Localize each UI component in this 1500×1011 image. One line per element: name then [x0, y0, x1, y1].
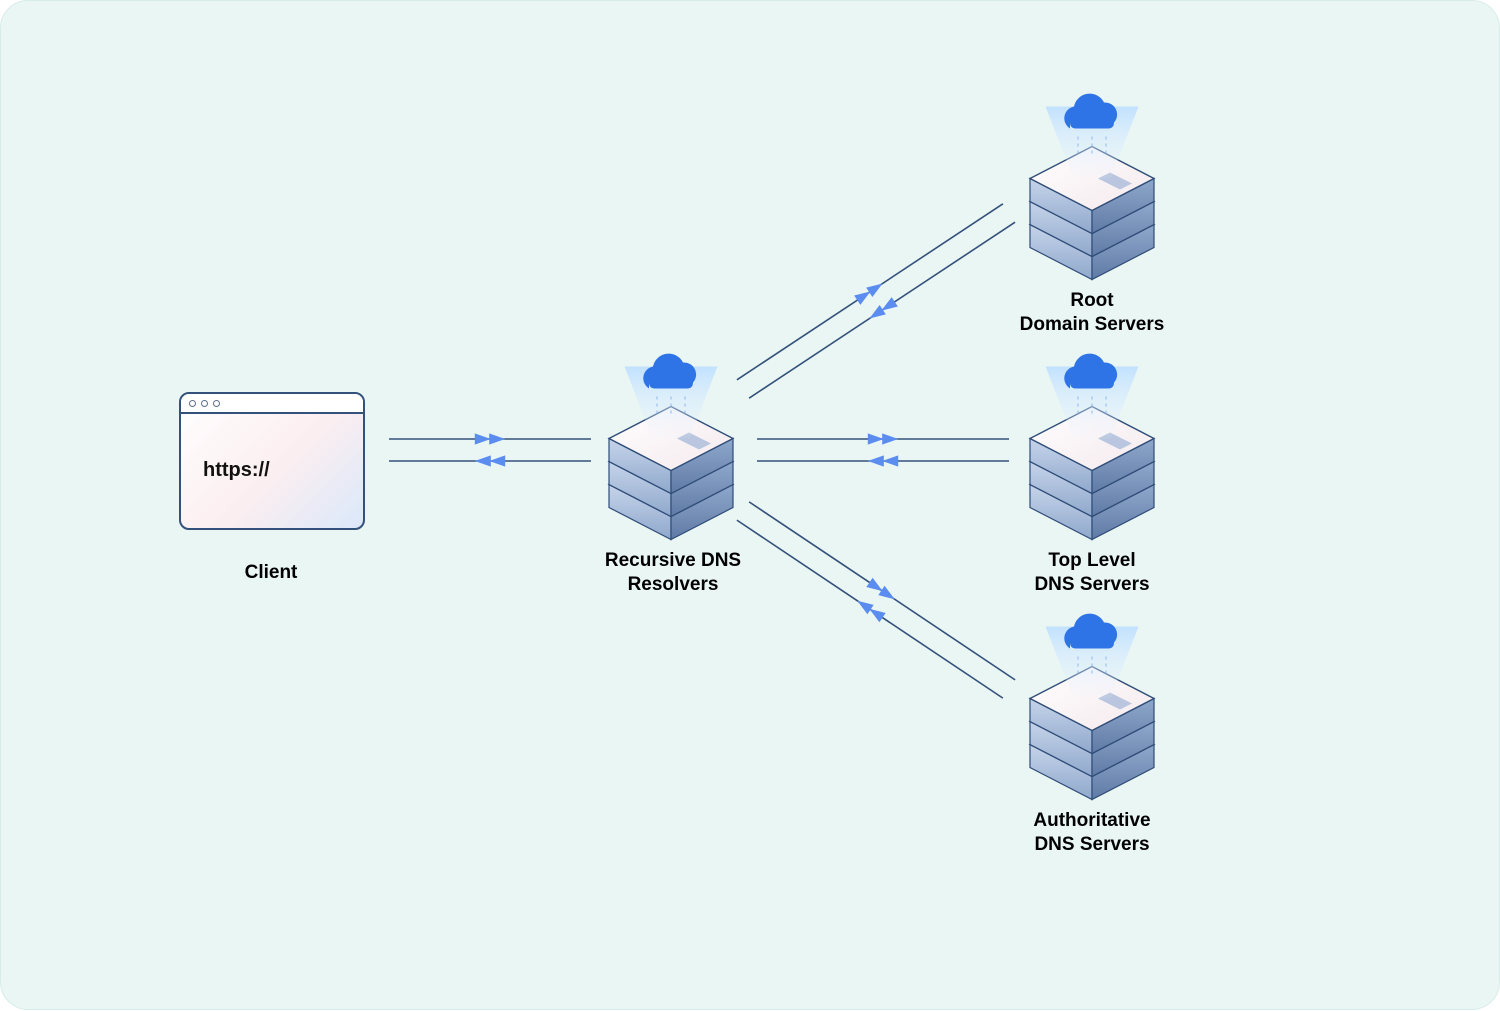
cloud-icon: [643, 354, 696, 389]
cloud-icon: [1064, 94, 1117, 129]
diagram-canvas: https:// Client Recursive DNS Resolvers …: [0, 0, 1500, 1010]
resolver-server-icon: [609, 354, 733, 540]
hologram-beam: [625, 367, 718, 439]
edge-client-resolver: [389, 433, 591, 466]
hologram-beam: [1046, 367, 1139, 439]
window-dot-icon: [213, 400, 220, 407]
client-browser: https://: [179, 392, 365, 530]
edge-resolver-tld: [757, 433, 1009, 466]
root-server-icon: [1030, 94, 1154, 280]
resolver-label: Recursive DNS Resolvers: [523, 549, 823, 597]
hologram-beam: [1046, 107, 1139, 179]
cloud-icon: [1064, 614, 1117, 649]
hologram-beam: [1046, 627, 1139, 699]
edge-resolver-auth: [737, 502, 1015, 698]
window-dot-icon: [189, 400, 196, 407]
cloud-icon: [1064, 354, 1117, 389]
auth-server-icon: [1030, 614, 1154, 800]
tld-servers-label: Top Level DNS Servers: [942, 549, 1242, 597]
window-dot-icon: [201, 400, 208, 407]
client-label: Client: [121, 561, 421, 585]
tld-server-icon: [1030, 354, 1154, 540]
auth-servers-label: Authoritative DNS Servers: [942, 809, 1242, 857]
root-servers-label: Root Domain Servers: [942, 289, 1242, 337]
browser-titlebar: [181, 394, 363, 414]
browser-url-text: https://: [181, 412, 363, 528]
